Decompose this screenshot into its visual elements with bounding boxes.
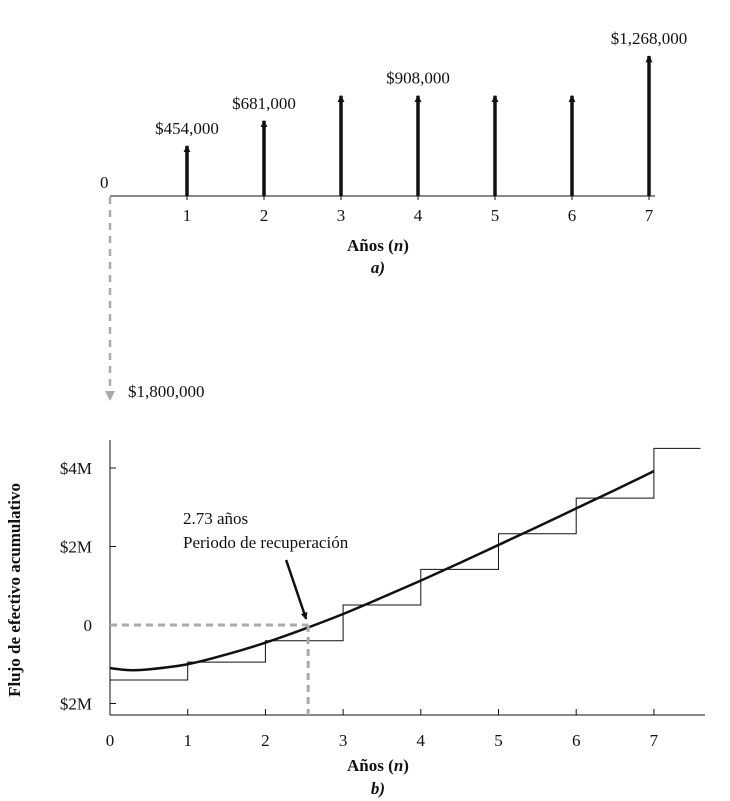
cumulative-step-series: [110, 447, 701, 681]
y-ticks: $4M $2M 0 $2M: [60, 459, 116, 714]
x-tick-label: 2: [261, 731, 270, 750]
y-tick-label: 0: [84, 616, 93, 635]
cash-flow-value-label: $908,000: [386, 69, 450, 88]
cash-flow-value-label: $681,000: [232, 94, 296, 113]
x-tick-label: 5: [491, 206, 500, 225]
y-axis-title: Flujo de efectivo acumulativo: [5, 483, 24, 697]
y-tick-label: $2M: [60, 538, 92, 557]
cash-flow-arrows: [183, 55, 653, 196]
y-tick-label: $2M: [60, 695, 92, 714]
x-tick-labels: 1 2 3 4 5 6 7: [183, 196, 654, 225]
x-tick-label: 1: [183, 731, 192, 750]
origin-label: 0: [100, 173, 109, 192]
y-tick-label: $4M: [60, 459, 92, 478]
x-tick-label: 0: [106, 731, 115, 750]
x-tick-label: 7: [650, 731, 659, 750]
x-axis-title: Años (n): [347, 756, 409, 775]
x-tick-label: 1: [183, 206, 192, 225]
cash-flow-value-label: $454,000: [155, 119, 219, 138]
payback-pointer-arrow: [284, 559, 308, 620]
x-tick-label: 4: [414, 206, 423, 225]
payback-label-line1: 2.73 años: [183, 509, 248, 528]
x-tick-label: 6: [568, 206, 577, 225]
cash-flow-diagram: 0 1 2 3 4 5 6 7 $454,000 $681,000 $908,000 $1,268…: [100, 29, 687, 401]
x-axis-title: Años (n): [347, 236, 409, 255]
x-tick-label: 2: [260, 206, 269, 225]
initial-investment-label: $1,800,000: [128, 382, 205, 401]
chart-b-caption: b): [371, 779, 385, 798]
x-tick-label: 3: [337, 206, 346, 225]
x-tick-label: 4: [417, 731, 426, 750]
x-ticks: 0 1 2 3 4 5 6 7: [106, 709, 659, 750]
payback-label-line2: Periodo de recuperación: [183, 533, 349, 552]
chart-a-caption: a): [371, 258, 385, 277]
cumulative-cash-flow-chart: $4M $2M 0 $2M 0 1 2 3 4 5 6 7 2.73 años Periodo de…: [5, 440, 705, 798]
cash-flow-value-label: $1,268,000: [611, 29, 688, 48]
cumulative-curve: [109, 470, 655, 672]
x-tick-label: 3: [339, 731, 348, 750]
x-tick-label: 7: [645, 206, 654, 225]
cash-flow-labels: $454,000 $681,000 $908,000 $1,268,000: [155, 29, 687, 138]
x-tick-label: 6: [572, 731, 581, 750]
x-tick-label: 5: [494, 731, 503, 750]
